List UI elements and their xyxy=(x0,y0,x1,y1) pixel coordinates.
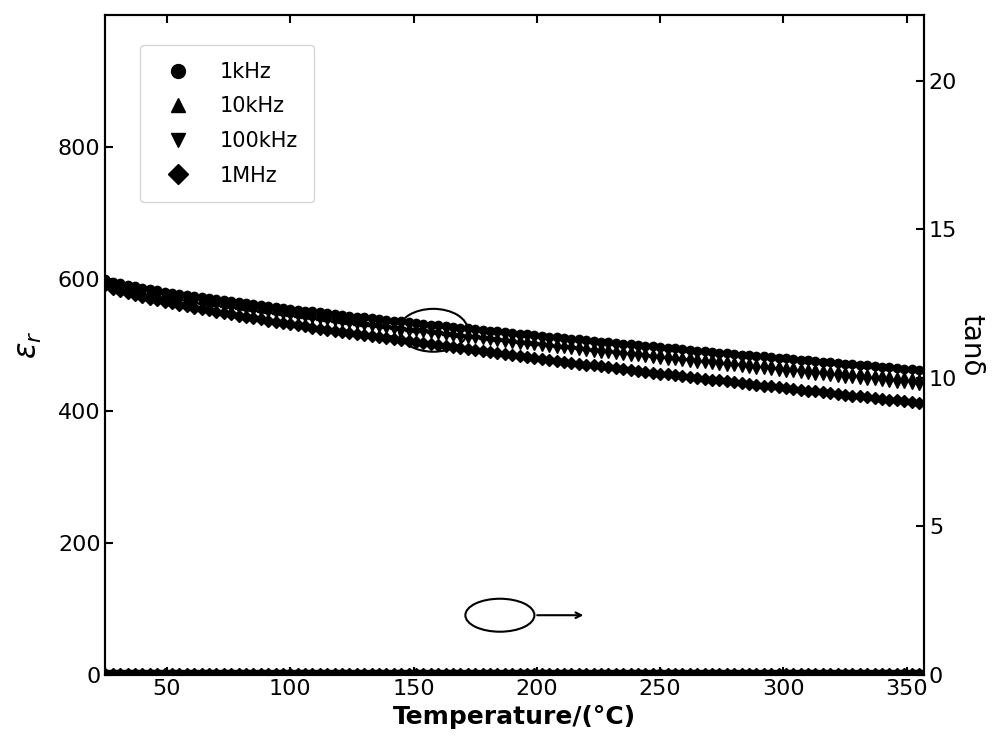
1MHz xyxy=(99,281,111,290)
10kHz xyxy=(883,371,895,379)
100kHz xyxy=(573,347,585,356)
100kHz xyxy=(913,381,925,390)
Line: 10kHz: 10kHz xyxy=(101,276,923,382)
100kHz xyxy=(99,278,111,286)
Y-axis label: tanδ: tanδ xyxy=(957,314,985,376)
1kHz xyxy=(403,318,415,327)
10kHz xyxy=(99,276,111,285)
1MHz xyxy=(913,398,925,407)
X-axis label: Temperature/(°C): Temperature/(°C) xyxy=(393,705,636,729)
Line: 100kHz: 100kHz xyxy=(101,278,923,390)
100kHz xyxy=(306,315,318,324)
100kHz xyxy=(284,312,296,321)
100kHz xyxy=(477,336,489,344)
10kHz xyxy=(306,311,318,320)
1MHz xyxy=(403,337,415,346)
1MHz xyxy=(477,347,489,356)
1kHz xyxy=(306,307,318,316)
1kHz xyxy=(284,304,296,313)
10kHz xyxy=(573,341,585,350)
10kHz xyxy=(477,330,489,339)
1kHz xyxy=(883,363,895,372)
100kHz xyxy=(883,379,895,388)
1kHz xyxy=(913,365,925,374)
Line: 1kHz: 1kHz xyxy=(101,275,923,374)
1kHz xyxy=(573,335,585,344)
10kHz xyxy=(403,322,415,331)
10kHz xyxy=(913,373,925,382)
1kHz xyxy=(99,275,111,283)
1MHz xyxy=(883,395,895,404)
Line: 1MHz: 1MHz xyxy=(101,281,923,407)
10kHz xyxy=(284,308,296,317)
1kHz xyxy=(477,326,489,335)
1MHz xyxy=(573,359,585,368)
100kHz xyxy=(403,327,415,336)
Legend: 1kHz, 10kHz, 100kHz, 1MHz: 1kHz, 10kHz, 100kHz, 1MHz xyxy=(140,45,314,202)
Y-axis label: $\varepsilon_r$: $\varepsilon_r$ xyxy=(15,330,44,359)
1MHz xyxy=(306,323,318,332)
1MHz xyxy=(284,320,296,329)
